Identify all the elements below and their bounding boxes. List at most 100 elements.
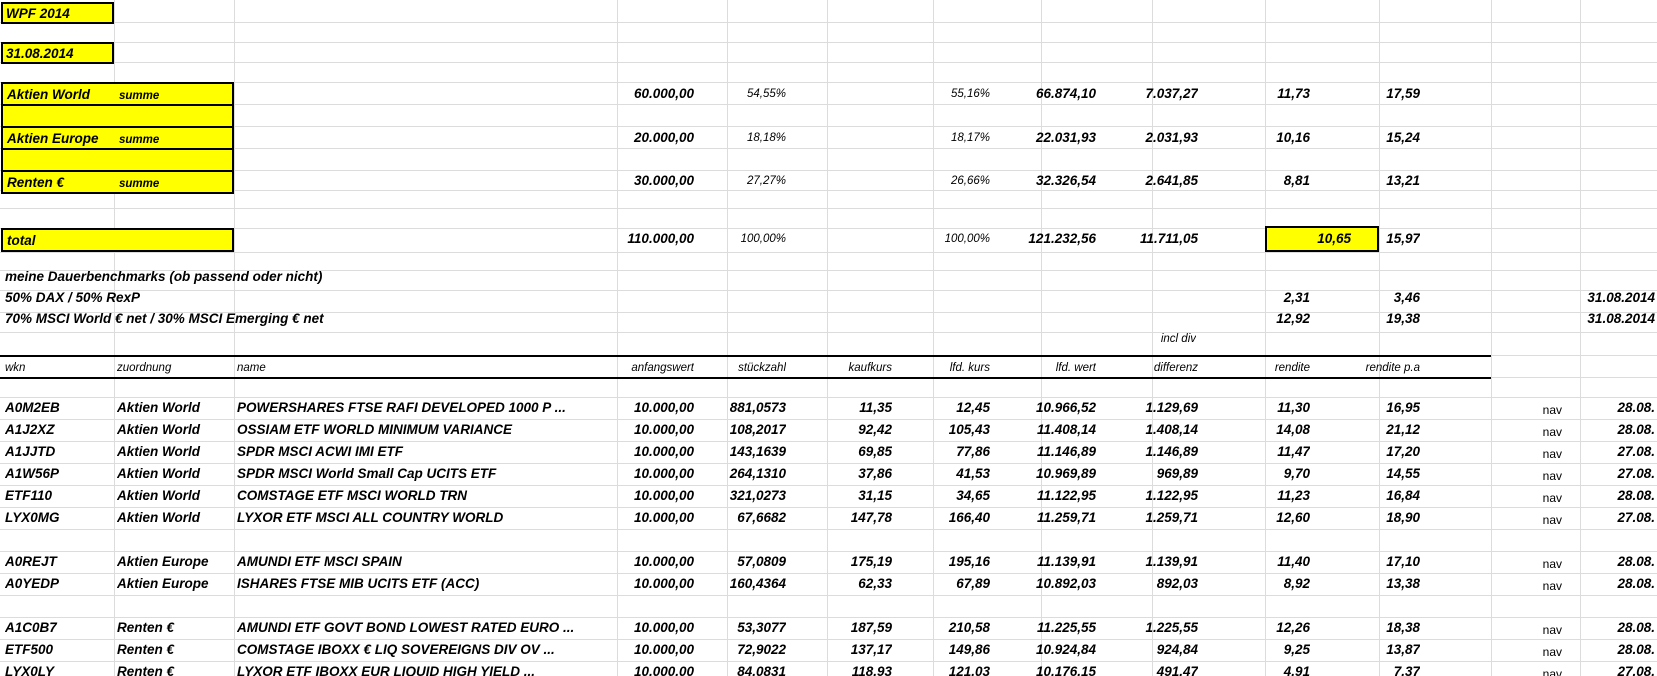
position-stueckzahl-cell[interactable]: 67,6682 — [737, 510, 786, 525]
position-anfangswert-cell[interactable]: 10.000,00 — [633, 642, 694, 657]
position-kaufkurs-cell[interactable]: 118,93 — [851, 664, 892, 676]
position-lfd-wert-cell[interactable]: 11.259,71 — [1036, 510, 1096, 525]
position-wkn-cell[interactable]: A1J2XZ — [5, 422, 55, 437]
position-differenz-cell[interactable]: 1.129,69 — [1145, 400, 1198, 415]
position-name-cell[interactable]: SPDR MSCI ACWI IMI ETF — [237, 444, 403, 459]
summary-rendite-pa-cell[interactable]: 13,21 — [1386, 173, 1420, 188]
summary-anteil-cell[interactable]: 54,55% — [746, 88, 786, 100]
position-lfd-kurs-cell[interactable]: 210,58 — [948, 620, 990, 635]
position-stueckzahl-cell[interactable]: 57,0809 — [737, 554, 786, 569]
summary-spacer-box[interactable] — [1, 148, 234, 172]
summary-anfangswert-cell[interactable]: 20.000,00 — [633, 130, 694, 145]
position-rendite-cell[interactable]: 11,47 — [1277, 444, 1310, 459]
position-stueckzahl-cell[interactable]: 264,1310 — [729, 466, 786, 481]
summary-anteil-lfd-cell[interactable]: 18,17% — [950, 132, 990, 144]
position-lfd-kurs-cell[interactable]: 149,86 — [948, 642, 990, 657]
header-stueckzahl[interactable]: stückzahl — [738, 362, 786, 374]
header-wkn[interactable]: wkn — [5, 362, 26, 374]
position-zuordnung-cell[interactable]: Aktien World — [117, 400, 201, 415]
position-name-cell[interactable]: COMSTAGE ETF MSCI WORLD TRN — [237, 488, 467, 503]
position-quelle-cell[interactable]: nav — [1542, 491, 1562, 505]
position-name-cell[interactable]: SPDR MSCI World Small Cap UCITS ETF — [237, 466, 497, 481]
position-wkn-cell[interactable]: ETF500 — [5, 642, 54, 657]
position-zuordnung-cell[interactable]: Aktien World — [117, 510, 201, 525]
position-anfangswert-cell[interactable]: 10.000,00 — [633, 400, 694, 415]
position-stueckzahl-cell[interactable]: 321,0273 — [729, 488, 786, 503]
position-kaufkurs-cell[interactable]: 62,33 — [858, 576, 892, 591]
position-rendite-pa-cell[interactable]: 18,38 — [1386, 620, 1420, 635]
position-lfd-kurs-cell[interactable]: 105,43 — [948, 422, 990, 437]
position-kaufkurs-cell[interactable]: 137,17 — [850, 642, 892, 657]
position-lfd-kurs-cell[interactable]: 41,53 — [956, 466, 990, 481]
position-wkn-cell[interactable]: A0REJT — [5, 554, 57, 569]
position-rendite-cell[interactable]: 8,92 — [1283, 576, 1310, 591]
position-wkn-cell[interactable]: LYX0MG — [5, 510, 60, 525]
position-rendite-pa-cell[interactable]: 14,55 — [1386, 466, 1420, 481]
position-lfd-kurs-cell[interactable]: 67,89 — [956, 576, 990, 591]
position-rendite-pa-cell[interactable]: 16,84 — [1386, 488, 1420, 503]
position-name-cell[interactable]: ISHARES FTSE MIB UCITS ETF (ACC) — [237, 576, 480, 591]
total-anteil-cell[interactable]: 100,00% — [740, 233, 786, 245]
position-stueckzahl-cell[interactable]: 143,1639 — [729, 444, 786, 459]
summary-box-aktien-world[interactable]: Aktien World summe — [1, 82, 234, 106]
position-wkn-cell[interactable]: LYX0LY — [5, 664, 55, 676]
position-datum-cell[interactable]: 27.08. — [1617, 466, 1655, 481]
position-stueckzahl-cell[interactable]: 160,4364 — [729, 576, 786, 591]
position-wkn-cell[interactable]: ETF110 — [5, 488, 53, 503]
position-stueckzahl-cell[interactable]: 108,2017 — [729, 422, 786, 437]
position-lfd-kurs-cell[interactable]: 166,40 — [948, 510, 990, 525]
position-rendite-cell[interactable]: 9,25 — [1283, 642, 1310, 657]
summary-differenz-cell[interactable]: 7.037,27 — [1145, 86, 1198, 101]
position-anfangswert-cell[interactable]: 10.000,00 — [633, 488, 694, 503]
position-stueckzahl-cell[interactable]: 84,0831 — [737, 664, 786, 676]
position-rendite-pa-cell[interactable]: 16,95 — [1386, 400, 1420, 415]
summary-anteil-lfd-cell[interactable]: 55,16% — [950, 88, 990, 100]
position-datum-cell[interactable]: 28.08. — [1617, 642, 1655, 657]
position-datum-cell[interactable]: 27.08. — [1617, 444, 1655, 459]
header-lfd-kurs[interactable]: lfd. kurs — [949, 362, 990, 374]
position-datum-cell[interactable]: 27.08. — [1617, 510, 1655, 525]
position-lfd-kurs-cell[interactable]: 34,65 — [956, 488, 990, 503]
position-differenz-cell[interactable]: 924,84 — [1156, 642, 1198, 657]
benchmark-rendite-pa[interactable]: 19,38 — [1386, 311, 1420, 326]
position-quelle-cell[interactable]: nav — [1542, 579, 1562, 593]
position-zuordnung-cell[interactable]: Aktien World — [117, 444, 201, 459]
header-differenz[interactable]: differenz — [1153, 362, 1198, 374]
position-kaufkurs-cell[interactable]: 37,86 — [858, 466, 892, 481]
position-name-cell[interactable]: LYXOR ETF IBOXX EUR LIQUID HIGH YIELD ..… — [237, 664, 536, 676]
benchmark-rendite[interactable]: 2,31 — [1283, 290, 1310, 305]
position-differenz-cell[interactable]: 1.139,91 — [1145, 554, 1198, 569]
position-name-cell[interactable]: POWERSHARES FTSE RAFI DEVELOPED 1000 P .… — [237, 400, 566, 415]
summary-box-renten[interactable]: Renten € summe — [1, 170, 234, 194]
benchmark-date[interactable]: 31.08.2014 — [1587, 311, 1655, 326]
position-lfd-wert-cell[interactable]: 11.139,91 — [1036, 554, 1096, 569]
summary-rendite-pa-cell[interactable]: 15,24 — [1386, 130, 1420, 145]
summary-lfd-wert-cell[interactable]: 22.031,93 — [1035, 130, 1096, 145]
position-rendite-pa-cell[interactable]: 13,87 — [1386, 642, 1420, 657]
position-rendite-cell[interactable]: 11,23 — [1277, 488, 1310, 503]
position-stueckzahl-cell[interactable]: 53,3077 — [737, 620, 786, 635]
position-zuordnung-cell[interactable]: Aktien World — [117, 466, 201, 481]
position-anfangswert-cell[interactable]: 10.000,00 — [633, 510, 694, 525]
position-lfd-wert-cell[interactable]: 10.176,15 — [1035, 664, 1096, 676]
position-anfangswert-cell[interactable]: 10.000,00 — [633, 664, 694, 676]
total-differenz-cell[interactable]: 11.711,05 — [1139, 231, 1198, 246]
position-rendite-pa-cell[interactable]: 7,37 — [1393, 664, 1420, 676]
position-rendite-cell[interactable]: 9,70 — [1283, 466, 1310, 481]
summary-rendite-pa-cell[interactable]: 17,59 — [1386, 86, 1420, 101]
benchmark-rendite-pa[interactable]: 3,46 — [1393, 290, 1420, 305]
position-quelle-cell[interactable]: nav — [1542, 403, 1562, 417]
position-lfd-wert-cell[interactable]: 11.146,89 — [1036, 444, 1096, 459]
position-zuordnung-cell[interactable]: Renten € — [117, 642, 175, 657]
position-rendite-pa-cell[interactable]: 13,38 — [1386, 576, 1420, 591]
position-rendite-cell[interactable]: 12,26 — [1276, 620, 1310, 635]
position-anfangswert-cell[interactable]: 10.000,00 — [633, 422, 694, 437]
position-quelle-cell[interactable]: nav — [1542, 447, 1562, 461]
header-anfangswert[interactable]: anfangswert — [631, 362, 694, 374]
position-differenz-cell[interactable]: 1.146,89 — [1145, 444, 1198, 459]
incl-div-note[interactable]: incl div — [1160, 333, 1196, 345]
position-wkn-cell[interactable]: A1C0B7 — [5, 620, 57, 635]
position-datum-cell[interactable]: 28.08. — [1617, 422, 1655, 437]
position-anfangswert-cell[interactable]: 10.000,00 — [633, 620, 694, 635]
summary-differenz-cell[interactable]: 2.031,93 — [1145, 130, 1198, 145]
